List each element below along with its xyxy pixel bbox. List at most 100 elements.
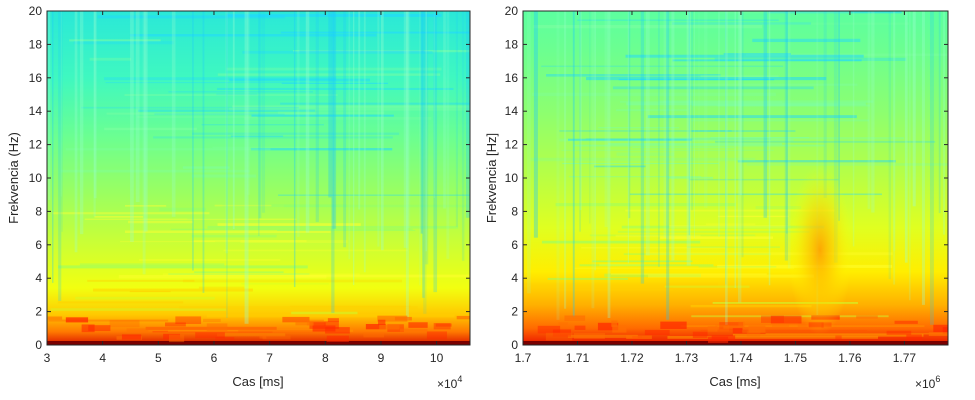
left-texture-hot-patch	[88, 325, 111, 332]
left-texture-band	[229, 78, 371, 82]
left-texture-hot-patch	[165, 322, 186, 327]
left-low-frequency-band	[47, 341, 470, 345]
right-texture-band	[645, 252, 893, 256]
left-texture-streak	[93, 11, 96, 217]
left-texture-streak	[407, 11, 411, 228]
right-texture-streak	[591, 11, 595, 309]
right-texture-hot-patch	[746, 330, 761, 337]
left-texture-band	[168, 91, 313, 93]
left-texture-band	[192, 132, 400, 135]
right-texture-band	[562, 162, 719, 165]
left-texture-hot-patch	[47, 316, 63, 320]
right-texture-streak	[589, 11, 591, 224]
left-texture-hot-patch	[206, 323, 228, 332]
left-texture-hot-patch	[121, 334, 142, 340]
left-texture-streak	[61, 11, 63, 232]
left-texture-streak	[348, 11, 351, 260]
left-texture-streak	[135, 11, 140, 203]
right-texture-band	[581, 247, 726, 249]
left-texture-hot-patch	[399, 328, 428, 332]
right-texture-streak	[838, 11, 840, 221]
right-y-tick-label: 14	[505, 104, 519, 118]
left-texture-hot-patch	[163, 333, 181, 340]
left-texture-band	[281, 82, 389, 84]
right-texture-hot-patch	[573, 333, 605, 339]
right-texture-hot-patch	[723, 325, 745, 329]
left-texture-streak	[423, 11, 427, 314]
right-texture-band	[556, 287, 673, 291]
right-texture-band	[672, 59, 862, 62]
left-texture-hot-patch	[435, 323, 452, 327]
right-y-tick-label: 18	[505, 37, 519, 51]
right-texture-hot-patch	[558, 322, 568, 326]
right-texture-band	[568, 138, 692, 141]
left-texture-streak	[403, 11, 408, 248]
right-texture-band	[687, 246, 780, 249]
right-texture-hot-patch	[933, 324, 948, 333]
right-heatmap-base	[523, 11, 948, 345]
left-texture-band	[216, 333, 286, 337]
right-texture-band	[618, 78, 775, 81]
right-texture-streak	[645, 11, 650, 256]
right-texture-streak	[833, 11, 838, 263]
right-texture-hot-patch	[692, 331, 708, 339]
left-texture-band	[168, 273, 310, 275]
right-y-axis: 0 2 4 6 8 10 12 14 16 18 20	[505, 4, 948, 352]
left-texture-streak	[202, 11, 205, 293]
left-texture-band	[217, 223, 361, 226]
right-texture-streak	[527, 11, 531, 294]
left-texture-streak	[171, 11, 176, 217]
right-texture-band	[533, 25, 763, 29]
right-texture-streak	[579, 11, 581, 232]
right-texture-band	[547, 277, 628, 280]
left-texture-band	[214, 204, 272, 207]
right-texture-streak	[604, 11, 608, 228]
left-texture-streak	[331, 11, 335, 313]
left-x-axis-label: Cas [ms]	[232, 374, 283, 389]
left-texture-hot-patch	[126, 328, 149, 332]
right-texture-streak	[893, 11, 896, 285]
right-x-axis: 1.7 1.71 1.72 1.73 1.74 1.75 1.76 1.77	[515, 11, 916, 365]
right-texture-streak	[564, 11, 567, 309]
left-texture-band	[73, 41, 174, 45]
left-texture-band	[153, 136, 393, 139]
left-x-tick-label: 8	[322, 351, 329, 365]
left-texture-band	[251, 114, 394, 117]
left-texture-band	[280, 102, 470, 105]
right-texture-band	[660, 236, 774, 239]
left-texture-streak	[405, 11, 409, 320]
right-texture-streak	[938, 11, 941, 214]
right-texture-band	[664, 285, 750, 288]
left-texture-hot-patch	[377, 315, 408, 322]
right-heatmap	[523, 11, 948, 345]
left-texture-hot-patch	[312, 325, 336, 332]
left-texture-band	[52, 212, 210, 215]
right-texture-band	[593, 165, 646, 168]
right-texture-streak	[852, 11, 855, 247]
right-texture-band	[623, 253, 771, 255]
left-texture-streak	[425, 11, 428, 252]
right-texture-hot-patch	[611, 320, 618, 327]
left-texture-streak	[297, 11, 300, 237]
left-texture-band	[93, 288, 253, 292]
right-texture-band	[669, 225, 789, 228]
right-texture-band	[577, 19, 779, 21]
right-texture-streak	[893, 11, 896, 251]
left-texture-band	[119, 241, 216, 243]
right-texture-streak	[627, 11, 629, 264]
right-texture-streak	[739, 11, 743, 196]
right-texture-band	[625, 54, 864, 58]
right-texture-band	[573, 144, 825, 147]
left-texture-streak	[74, 11, 78, 253]
left-texture-band	[168, 329, 354, 332]
right-texture-streak	[763, 11, 768, 218]
left-texture-streak	[433, 11, 435, 199]
right-texture-band	[692, 103, 838, 107]
right-x-tick-label: 1.73	[675, 351, 699, 365]
right-texture-hot-patch	[942, 327, 948, 334]
left-texture-band	[57, 301, 184, 304]
right-texture-band	[555, 203, 736, 207]
right-texture-streak	[663, 11, 668, 238]
right-texture-band	[698, 266, 777, 268]
left-heatmap-texture	[47, 11, 470, 345]
